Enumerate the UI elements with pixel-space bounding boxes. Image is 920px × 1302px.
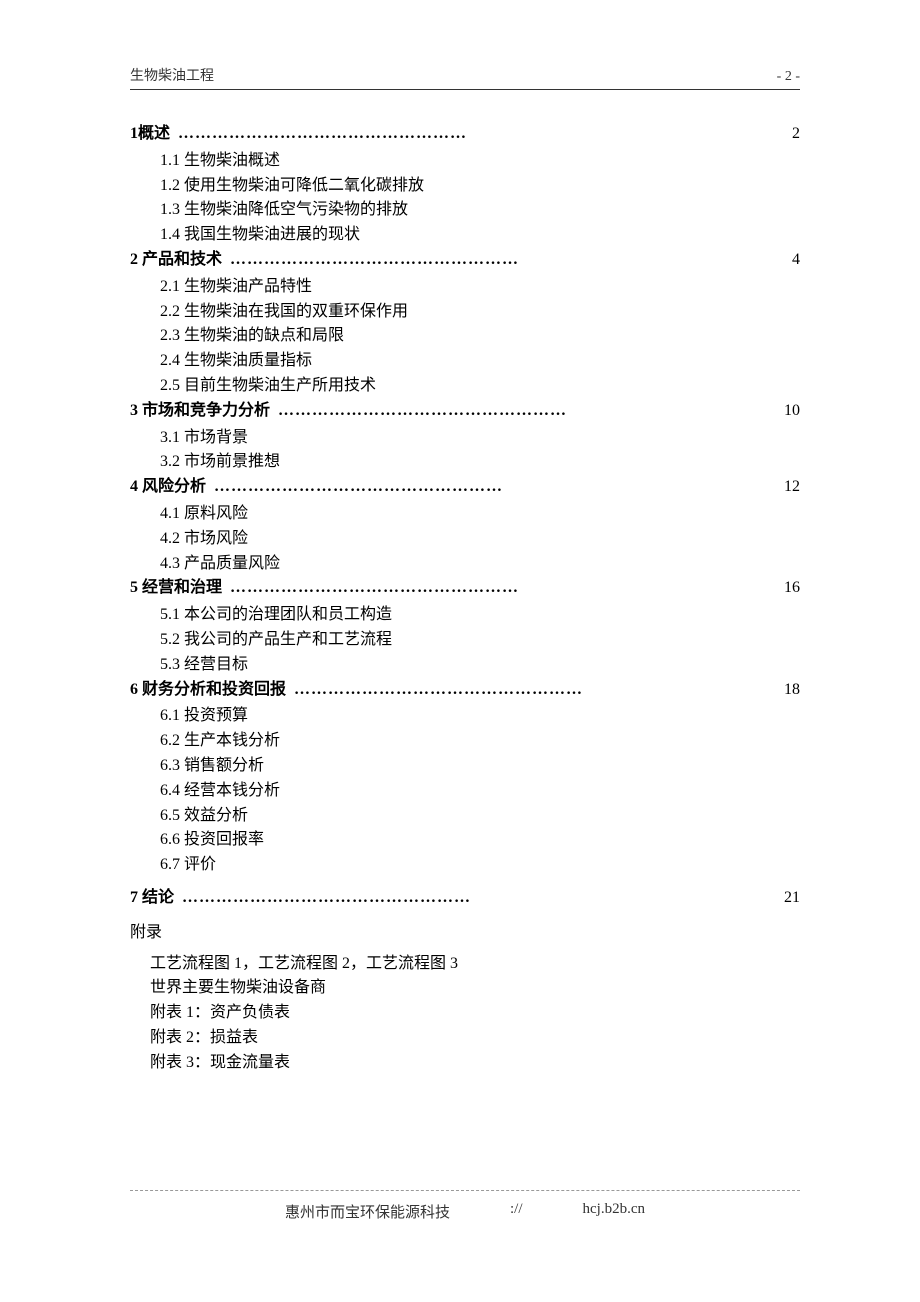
- toc-subsection: 4.3 产品质量风险: [130, 552, 800, 577]
- toc-page-num: 18: [770, 678, 800, 703]
- toc-page-num: 4: [770, 248, 800, 273]
- toc-subsection: 1.3 生物柴油降低空气污染物的排放: [130, 198, 800, 223]
- header-title: 生物柴油工程: [130, 65, 214, 85]
- toc-subsection: 1.2 使用生物柴油可降低二氧化碳排放: [130, 174, 800, 199]
- toc-subsection: 5.2 我公司的产品生产和工艺流程: [130, 628, 800, 653]
- toc-dots: ……………………………………………: [270, 399, 770, 424]
- toc-subsection: 3.2 市场前景推想: [130, 450, 800, 475]
- footer-url-prefix: ://: [510, 1201, 523, 1222]
- footer-company: 惠州市而宝环保能源科技: [285, 1201, 450, 1222]
- toc-dots: ……………………………………………: [222, 576, 770, 601]
- toc-subsection: 3.1 市场背景: [130, 426, 800, 451]
- toc-page-num: 21: [770, 886, 800, 911]
- toc-subsection: 5.1 本公司的治理团队和员工构造: [130, 603, 800, 628]
- toc-dots: ……………………………………………: [222, 248, 770, 273]
- toc-dots: ……………………………………………: [170, 122, 770, 147]
- toc-section-row: 4 风险分析……………………………………………12: [130, 475, 800, 500]
- toc-subsection: 1.1 生物柴油概述: [130, 149, 800, 174]
- page-footer: 惠州市而宝环保能源科技 :// hcj.b2b.cn: [130, 1190, 800, 1222]
- toc-subsection: 6.2 生产本钱分析: [130, 729, 800, 754]
- toc-subsection: 2.4 生物柴油质量指标: [130, 349, 800, 374]
- toc-dots: ……………………………………………: [206, 475, 770, 500]
- toc-subsection: 6.3 销售额分析: [130, 754, 800, 779]
- toc-section-row: 1概述……………………………………………2: [130, 122, 800, 147]
- page-header: 生物柴油工程 - 2 -: [130, 65, 800, 90]
- toc-subsection: 6.1 投资预算: [130, 704, 800, 729]
- toc-section-title: 5 经营和治理: [130, 576, 222, 601]
- toc-subsection: 5.3 经营目标: [130, 653, 800, 678]
- toc-section-row: 6 财务分析和投资回报……………………………………………18: [130, 678, 800, 703]
- toc-subsection: 6.7 评价: [130, 853, 800, 878]
- toc-section-title: 4 风险分析: [130, 475, 206, 500]
- toc-section-title: 2 产品和技术: [130, 248, 222, 273]
- toc-subsection: 4.1 原料风险: [130, 502, 800, 527]
- toc-section-row: 7 结论……………………………………………21: [130, 886, 800, 911]
- toc-subsection: 4.2 市场风险: [130, 527, 800, 552]
- footer-divider: [130, 1190, 800, 1191]
- toc-page-num: 16: [770, 576, 800, 601]
- toc-section-title: 6 财务分析和投资回报: [130, 678, 286, 703]
- toc-subsection: 2.3 生物柴油的缺点和局限: [130, 324, 800, 349]
- toc-page-num: 12: [770, 475, 800, 500]
- toc-section-row: 3 市场和竞争力分析……………………………………………10: [130, 399, 800, 424]
- appendix-item: 世界主要生物柴油设备商: [130, 976, 800, 1001]
- toc-subsection: 6.4 经营本钱分析: [130, 779, 800, 804]
- toc-subsection: 2.2 生物柴油在我国的双重环保作用: [130, 300, 800, 325]
- toc-section-title: 7 结论: [130, 886, 174, 911]
- toc-section-row: 5 经营和治理……………………………………………16: [130, 576, 800, 601]
- footer-url: hcj.b2b.cn: [583, 1201, 645, 1222]
- appendix-item: 附表 1：资产负债表: [130, 1001, 800, 1026]
- toc-subsection: 6.6 投资回报率: [130, 828, 800, 853]
- toc-dots: ……………………………………………: [174, 886, 770, 911]
- toc-subsection: 2.5 目前生物柴油生产所用技术: [130, 374, 800, 399]
- toc-page-num: 2: [770, 122, 800, 147]
- toc-section-row: 2 产品和技术……………………………………………4: [130, 248, 800, 273]
- toc-section-title: 3 市场和竞争力分析: [130, 399, 270, 424]
- appendix-section: 附录 工艺流程图 1，工艺流程图 2，工艺流程图 3世界主要生物柴油设备商附表 …: [130, 921, 800, 1076]
- header-page-num: - 2 -: [777, 69, 800, 85]
- toc-subsection: 6.5 效益分析: [130, 804, 800, 829]
- appendix-item: 工艺流程图 1，工艺流程图 2，工艺流程图 3: [130, 952, 800, 977]
- table-of-contents: 1概述……………………………………………21.1 生物柴油概述1.2 使用生物柴…: [130, 122, 800, 911]
- appendix-item: 附表 2：损益表: [130, 1026, 800, 1051]
- toc-subsection: 1.4 我国生物柴油进展的现状: [130, 223, 800, 248]
- appendix-item: 附表 3：现金流量表: [130, 1051, 800, 1076]
- appendix-title: 附录: [130, 921, 800, 946]
- toc-page-num: 10: [770, 399, 800, 424]
- toc-subsection: 2.1 生物柴油产品特性: [130, 275, 800, 300]
- toc-dots: ……………………………………………: [286, 678, 770, 703]
- toc-section-title: 1概述: [130, 122, 170, 147]
